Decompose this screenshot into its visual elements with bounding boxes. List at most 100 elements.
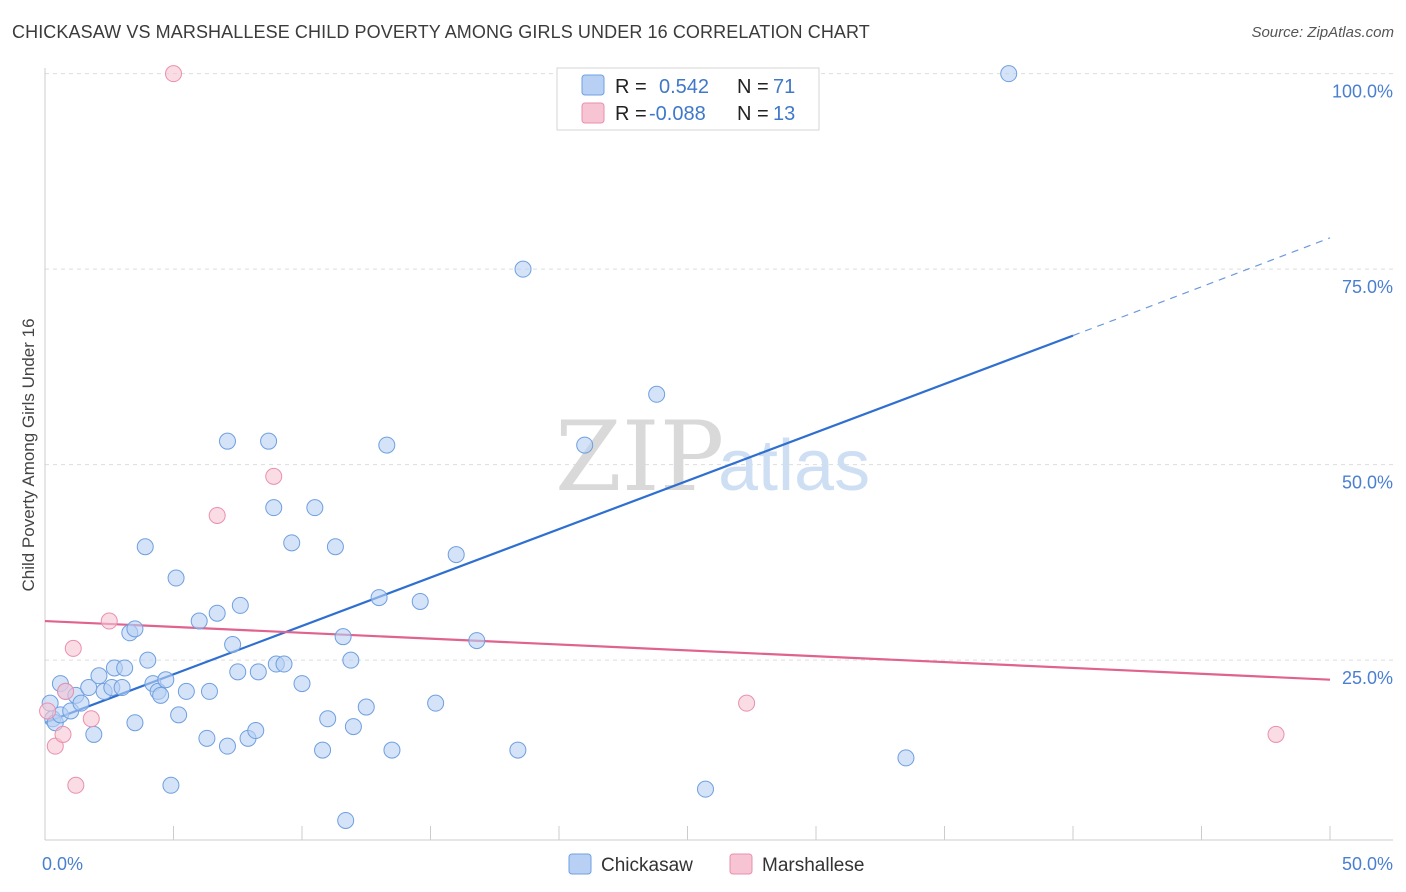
point-chickasaw: [468, 632, 486, 650]
y-tick-label: 75.0%: [1342, 277, 1393, 297]
point-chickasaw: [136, 538, 154, 556]
source-label: Source: ZipAtlas.com: [1251, 24, 1394, 41]
point-marshallese: [57, 682, 75, 700]
legend-label-chickasaw: Chickasaw: [601, 855, 693, 876]
point-chickasaw: [116, 659, 134, 677]
stats-swatch-marshallese: [581, 102, 605, 124]
point-marshallese: [165, 65, 182, 83]
y-tick-label: 25.0%: [1342, 668, 1393, 688]
point-chickasaw: [126, 714, 144, 732]
point-chickasaw: [314, 741, 332, 759]
point-chickasaw: [447, 546, 465, 564]
trend-lines: [44, 237, 1331, 724]
point-chickasaw: [897, 749, 915, 767]
stats-n-label-marshallese: N =: [737, 103, 769, 125]
point-chickasaw: [224, 636, 242, 653]
point-chickasaw: [383, 741, 401, 759]
point-chickasaw: [283, 534, 301, 552]
point-chickasaw: [648, 385, 666, 403]
point-chickasaw: [200, 682, 218, 700]
legend-label-marshallese: Marshallese: [762, 855, 864, 876]
point-chickasaw: [1000, 65, 1018, 83]
watermark-atlas: atlas: [718, 426, 870, 506]
y-axis-label: Child Poverty Among Girls Under 16: [19, 318, 38, 591]
point-chickasaw: [208, 604, 226, 622]
point-chickasaw: [378, 436, 396, 454]
point-chickasaw: [170, 706, 188, 724]
point-chickasaw: [509, 741, 527, 759]
point-marshallese: [82, 710, 100, 728]
point-marshallese: [265, 467, 283, 485]
stats-r-label-marshallese: R =: [615, 103, 647, 125]
stats-n-label-chickasaw: N =: [737, 76, 769, 98]
point-marshallese: [1267, 725, 1285, 743]
point-marshallese: [67, 776, 85, 794]
point-chickasaw: [275, 655, 293, 673]
legend-swatch-chickasaw: [568, 853, 592, 875]
point-marshallese: [39, 702, 57, 720]
point-marshallese: [100, 612, 118, 630]
stats-r-value-marshallese: -0.088: [649, 103, 706, 125]
point-chickasaw: [427, 694, 445, 712]
stats-n-value-marshallese: 13: [773, 103, 795, 125]
y-tick-label: 100.0%: [1332, 82, 1393, 102]
stats-r-label-chickasaw: R =: [615, 76, 647, 98]
point-chickasaw: [85, 725, 103, 743]
point-chickasaw: [337, 811, 355, 829]
point-chickasaw: [326, 538, 344, 556]
x-tick-label: 0.0%: [42, 854, 83, 874]
series-legend: Chickasaw Marshallese: [568, 853, 864, 876]
point-chickasaw: [162, 776, 180, 794]
point-chickasaw: [177, 682, 195, 700]
point-chickasaw: [514, 260, 532, 278]
watermark: ZIP atlas: [555, 401, 870, 513]
y-tick-label: 50.0%: [1342, 473, 1393, 493]
point-chickasaw: [576, 436, 594, 454]
point-chickasaw: [260, 432, 278, 450]
legend-swatch-marshallese: [729, 853, 753, 875]
point-chickasaw: [247, 722, 265, 740]
point-chickasaw: [152, 686, 170, 704]
point-marshallese: [64, 639, 82, 657]
point-chickasaw: [126, 620, 144, 638]
point-marshallese: [54, 725, 72, 743]
point-chickasaw: [198, 729, 216, 747]
point-chickasaw: [157, 671, 175, 689]
point-chickasaw: [293, 675, 311, 693]
point-chickasaw: [229, 663, 247, 681]
x-tick-label: 50.0%: [1342, 854, 1393, 874]
stats-swatch-chickasaw: [581, 74, 605, 96]
point-chickasaw: [306, 499, 324, 517]
point-chickasaw: [357, 698, 375, 716]
point-chickasaw: [370, 589, 388, 607]
point-marshallese: [738, 694, 756, 712]
stats-legend: R = 0.542 N = 71 R = -0.088 N = 13: [556, 67, 820, 131]
grid-layer: [45, 73, 1395, 661]
stats-n-value-chickasaw: 71: [773, 76, 795, 98]
chart-title: CHICKASAW VS MARSHALLESE CHILD POVERTY A…: [12, 22, 870, 42]
watermark-zip: ZIP: [555, 401, 724, 513]
point-marshallese: [208, 506, 226, 524]
stats-r-value-chickasaw: 0.542: [659, 76, 709, 98]
point-marshallese: [46, 737, 64, 755]
point-chickasaw: [696, 780, 714, 798]
trend-line-marshallese: [44, 619, 1331, 681]
trend-extension-chickasaw: [1072, 237, 1331, 337]
point-chickasaw: [411, 592, 429, 610]
point-chickasaw: [319, 710, 337, 728]
point-chickasaw: [342, 651, 360, 669]
point-chickasaw: [167, 569, 185, 587]
point-chickasaw: [249, 663, 267, 681]
point-chickasaw: [265, 499, 283, 517]
point-chickasaw: [72, 694, 90, 712]
x-tick-labels: 0.0% 50.0%: [42, 854, 1393, 874]
point-chickasaw: [139, 651, 157, 669]
point-chickasaw: [190, 612, 208, 630]
y-tick-labels: 100.0% 75.0% 50.0% 25.0%: [1332, 82, 1393, 689]
point-chickasaw: [334, 628, 352, 646]
point-chickasaw: [113, 679, 131, 697]
point-chickasaw: [218, 737, 236, 755]
point-chickasaw: [344, 718, 362, 736]
data-points: [39, 65, 1285, 829]
